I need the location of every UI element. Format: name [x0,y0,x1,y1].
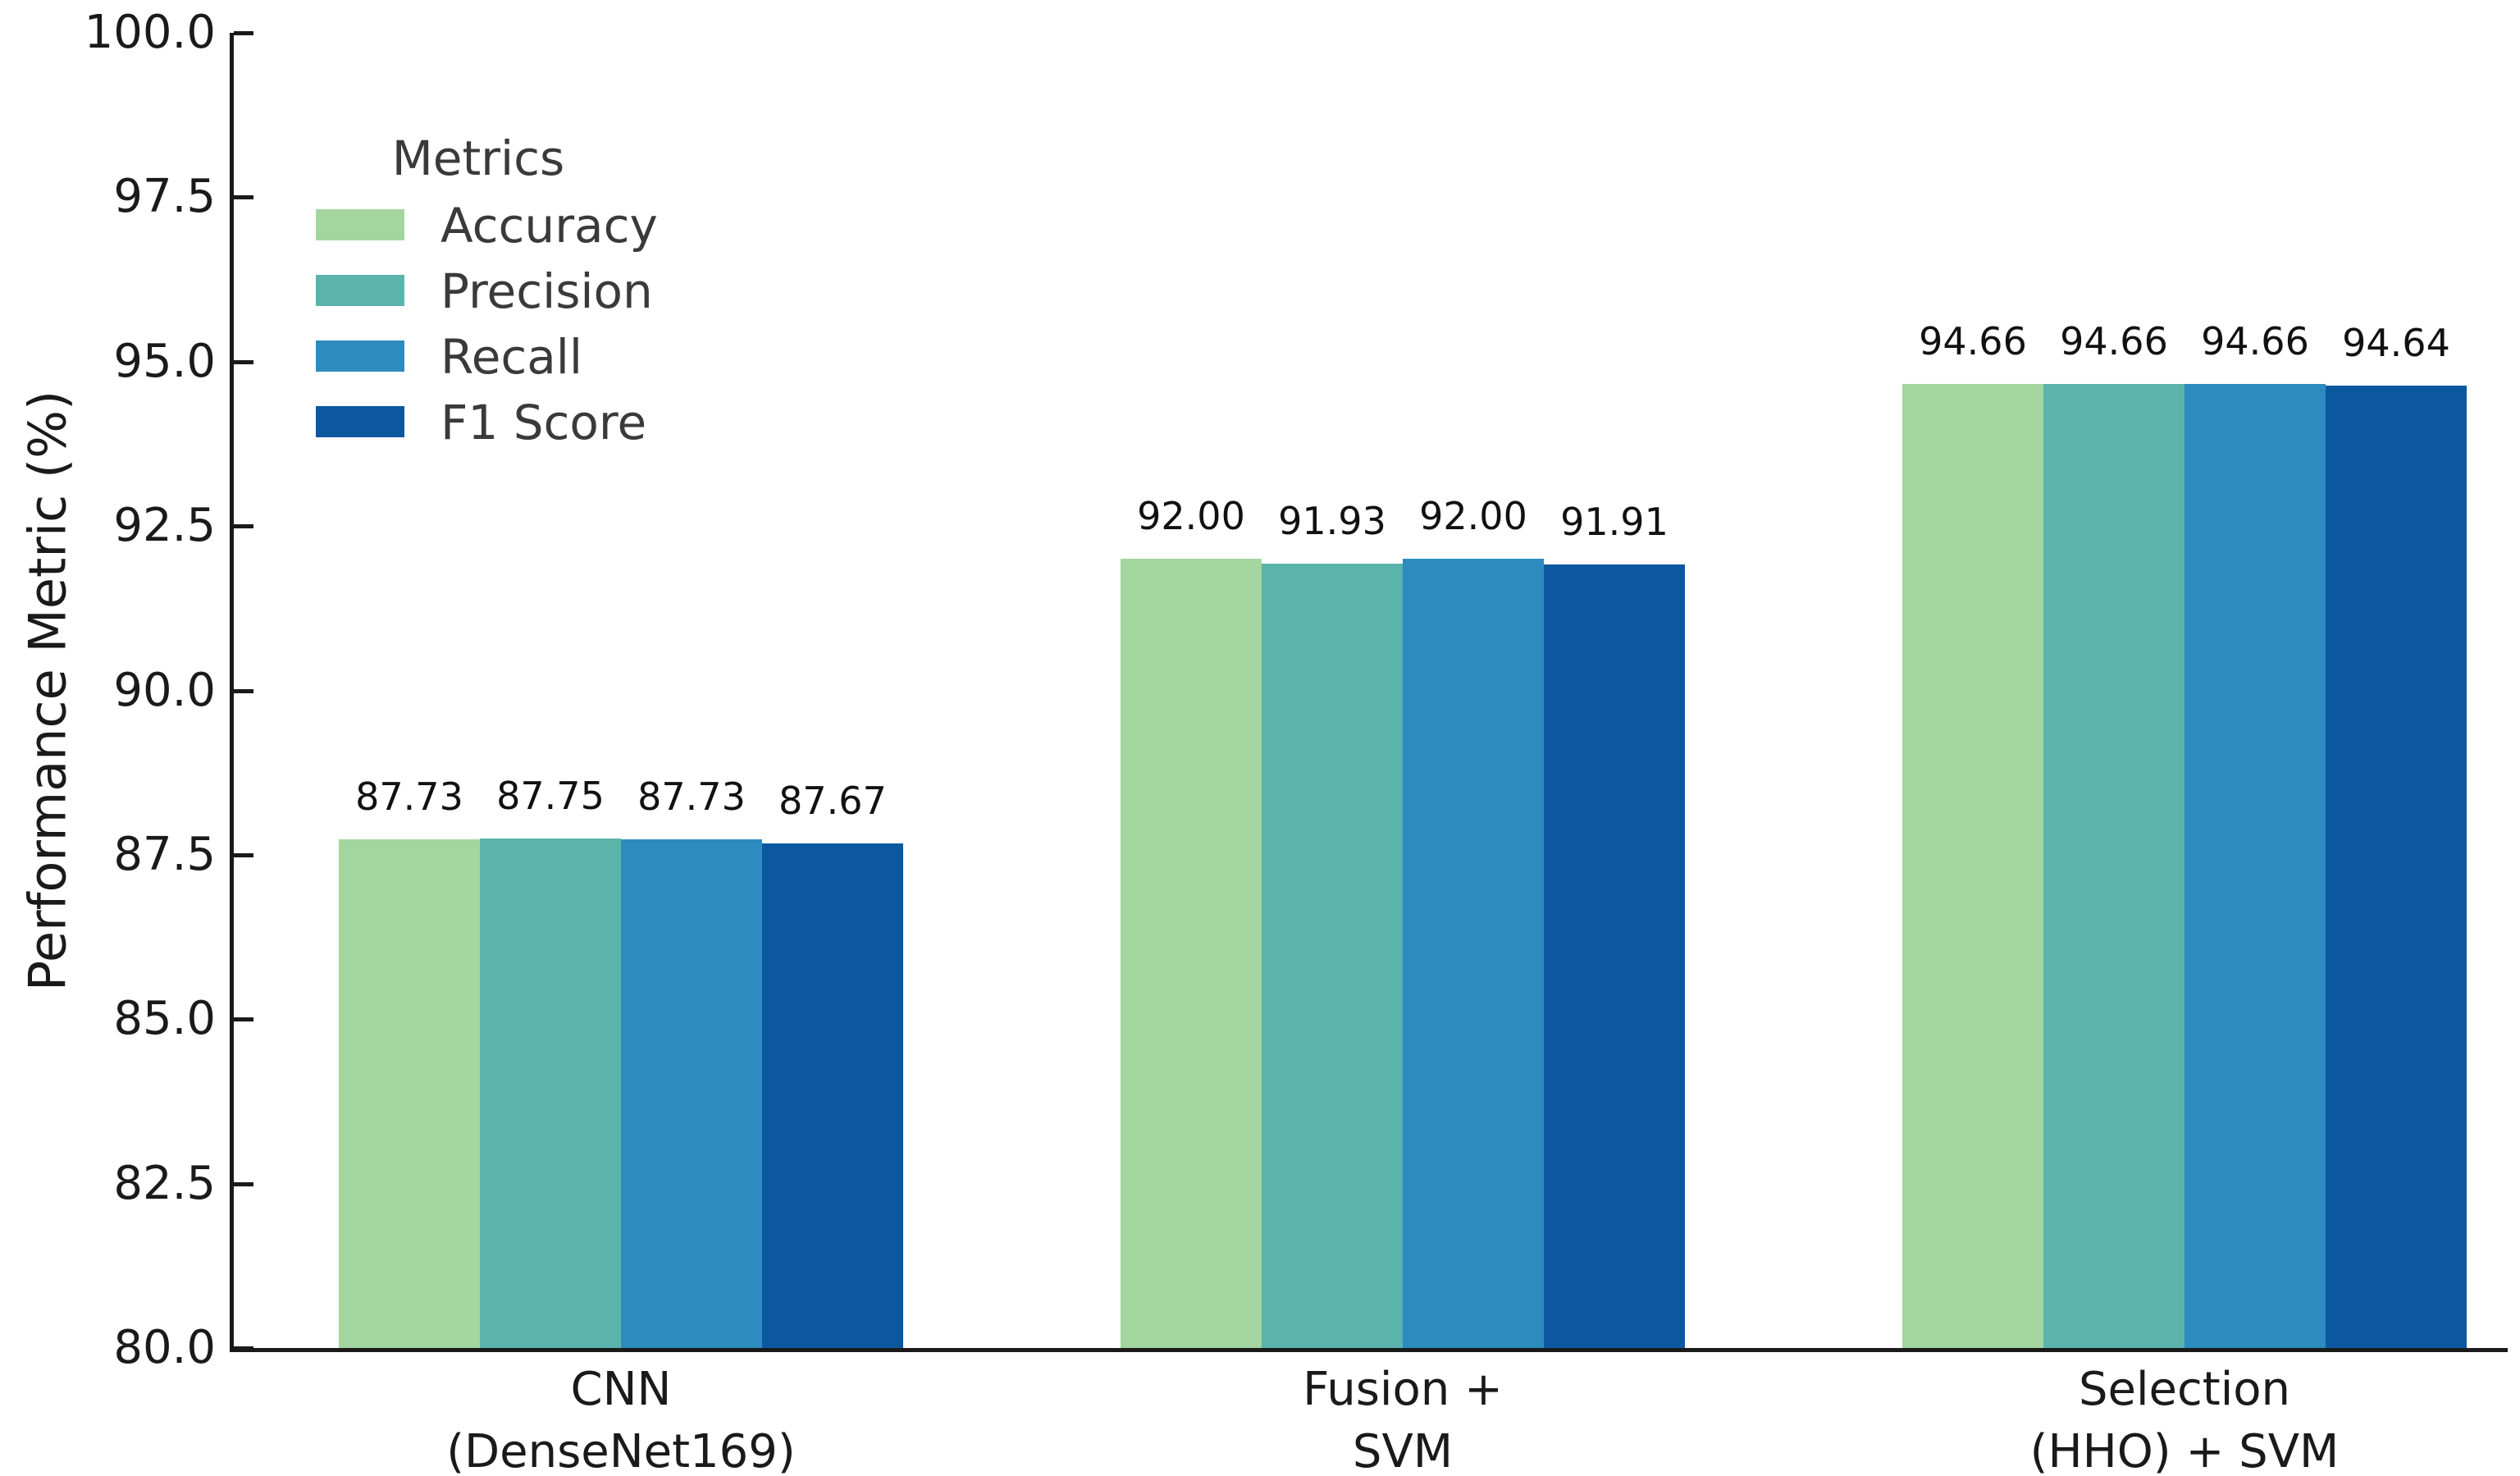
legend-swatch-precision [316,275,404,306]
bar-value-label: 87.67 [778,779,887,824]
legend-label-accuracy: Accuracy [441,198,658,254]
bar-value-label: 91.91 [1560,500,1669,545]
y-tick-label: 95.0 [113,334,216,388]
legend-label-precision: Precision [441,263,653,319]
y-tick-mark [234,31,253,35]
y-tick-mark [234,195,253,200]
y-axis-spine [230,33,234,1352]
bar-accuracy-2 [1902,384,2043,1348]
legend-label-f1-score: F1 Score [441,395,647,450]
bar-f1-score-1 [1544,564,1685,1348]
x-category-label: Fusion + SVM [1303,1363,1503,1476]
legend-title: Metrics [391,130,565,186]
y-tick-mark [234,359,253,364]
bar-value-label: 94.66 [2060,319,2168,363]
y-tick-label: 87.5 [113,827,216,881]
y-tick-mark [234,1017,253,1022]
bar-accuracy-0 [339,839,480,1348]
bar-accuracy-1 [1121,559,1262,1348]
bar-value-label: 87.73 [637,775,746,820]
legend-swatch-accuracy [316,209,404,240]
legend-swatch-recall [316,340,404,372]
x-axis-spine [234,1348,2508,1352]
bar-value-label: 87.75 [496,773,605,818]
y-tick-mark [234,852,253,857]
bar-value-label: 94.64 [2342,320,2450,365]
legend-label-recall: Recall [441,329,583,385]
y-tick-mark [234,688,253,693]
bar-value-label: 92.00 [1419,494,1527,539]
y-tick-label: 80.0 [113,1321,216,1374]
legend-swatch-f1-score [316,406,404,437]
bar-recall-2 [2184,384,2326,1348]
bar-value-label: 94.66 [1919,319,2027,363]
bar-precision-0 [480,838,621,1348]
y-tick-mark [234,524,253,529]
bar-value-label: 87.73 [355,775,463,820]
y-tick-label: 100.0 [84,6,216,59]
x-category-label: Selection (HHO) + SVM [2029,1363,2340,1476]
bar-precision-1 [1262,563,1403,1348]
bar-value-label: 92.00 [1137,494,1245,539]
y-axis-label: Performance Metric (%) [17,390,78,992]
bar-value-label: 94.66 [2201,319,2309,363]
bar-precision-2 [2043,384,2184,1348]
bar-value-label: 91.93 [1278,498,1386,543]
y-tick-mark [234,1181,253,1186]
bar-f1-score-2 [2326,385,2467,1348]
y-tick-label: 92.5 [113,499,216,553]
x-category-label: CNN (DenseNet169) [446,1363,796,1476]
y-tick-label: 90.0 [113,663,216,717]
bar-recall-1 [1403,559,1544,1348]
bar-recall-0 [621,839,762,1348]
y-tick-label: 85.0 [113,992,216,1046]
bar-f1-score-0 [762,843,903,1348]
y-tick-mark [234,1346,253,1350]
y-tick-label: 97.5 [113,170,216,224]
y-tick-label: 82.5 [113,1156,216,1210]
